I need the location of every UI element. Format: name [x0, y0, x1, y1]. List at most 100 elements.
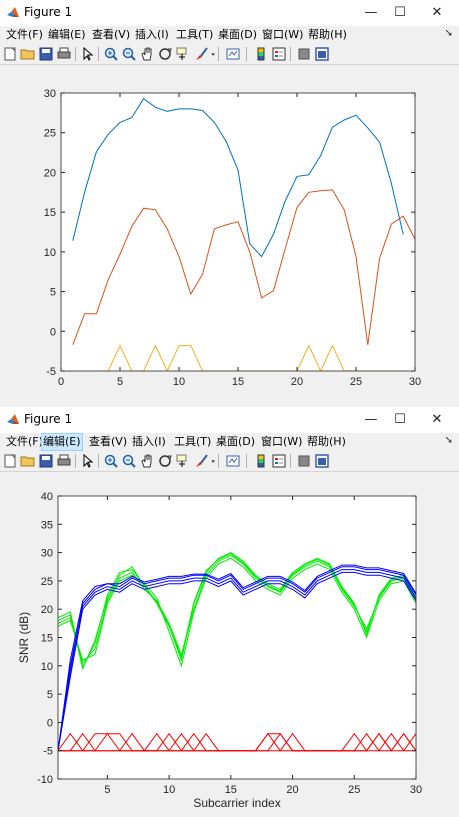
new-figure-icon[interactable] — [2, 46, 18, 62]
y-tick-label: 10 — [41, 661, 53, 673]
menu-edit[interactable]: 编辑(E) — [48, 28, 86, 41]
x-tick-label: 10 — [163, 784, 175, 796]
menu-view[interactable]: 查看(V) — [92, 28, 131, 41]
save-icon[interactable] — [38, 46, 54, 62]
x-axis-label: Subcarrier index — [193, 796, 280, 810]
pan-hand-icon[interactable] — [139, 453, 155, 469]
series-line-6 — [58, 569, 416, 751]
print-icon[interactable] — [56, 46, 72, 62]
menu-help[interactable]: 帮助(H) — [308, 28, 347, 41]
menu-edit[interactable]: 编辑(E) — [41, 433, 83, 451]
print-icon[interactable] — [56, 453, 72, 469]
title-bar[interactable]: Figure 1 — ☐ ✕ — [0, 407, 459, 433]
toolbar-separator — [246, 47, 247, 61]
brush-dropdown-icon[interactable] — [210, 453, 220, 469]
new-figure-icon[interactable] — [2, 453, 18, 469]
y-axis-label: SNR (dB) — [17, 612, 31, 663]
zoom-out-icon[interactable] — [121, 453, 137, 469]
toolbar-separator — [75, 454, 76, 468]
link-plot-icon[interactable] — [225, 453, 241, 469]
menu-window[interactable]: 窗口(W) — [262, 28, 304, 41]
series-line-1 — [72, 97, 404, 258]
brush-icon[interactable] — [193, 46, 209, 62]
brush-icon[interactable] — [193, 453, 209, 469]
x-tick-label: 30 — [409, 376, 421, 388]
window-title: Figure 1 — [24, 412, 73, 426]
toolbar-separator — [98, 47, 99, 61]
y-tick-label: 40 — [41, 491, 53, 503]
series-group — [58, 552, 416, 752]
plot-axes-2[interactable]: 5 10 15 20 25 30 -10 -5 0 5 10 15 20 25 30 35 40 Subcarri… — [0, 472, 459, 817]
rotate-3d-icon[interactable] — [157, 453, 173, 469]
matlab-logo-icon — [7, 414, 19, 424]
zoom-in-icon[interactable] — [103, 453, 119, 469]
y-tick-label: 5 — [47, 689, 53, 701]
y-tick-label: 25 — [44, 128, 56, 140]
zoom-out-icon[interactable] — [121, 46, 137, 62]
menu-file[interactable]: 文件(F) — [6, 28, 43, 41]
y-tick-label: 15 — [41, 633, 53, 645]
menu-dock-arrow-icon[interactable]: ➘ — [444, 435, 453, 446]
series-group — [72, 97, 415, 371]
series-line-3 — [96, 344, 404, 371]
save-icon[interactable] — [38, 453, 54, 469]
edit-plot-arrow-icon[interactable] — [80, 453, 96, 469]
maximize-button[interactable]: ☐ — [394, 412, 406, 427]
hide-plot-tools-icon[interactable] — [296, 453, 312, 469]
menu-tools[interactable]: 工具(T) — [176, 28, 214, 41]
y-tick-label: 30 — [41, 548, 53, 560]
edit-plot-arrow-icon[interactable] — [80, 46, 96, 62]
window-title: Figure 1 — [24, 5, 73, 19]
maximize-button[interactable]: ☐ — [394, 5, 406, 20]
toolbar-separator — [246, 454, 247, 468]
menu-desktop[interactable]: 桌面(D) — [218, 28, 258, 41]
figure-window-2: Figure 1 — ☐ ✕ 文件(F) 编辑(E) 查看(V) 插入(I) 工… — [0, 407, 459, 817]
y-tick-label: 25 — [41, 576, 53, 588]
axes-background — [58, 496, 416, 779]
menu-bar: 文件(F) 编辑(E) 查看(V) 插入(I) 工具(T) 桌面(D) 窗口(W… — [0, 26, 459, 44]
link-plot-icon[interactable] — [225, 46, 241, 62]
hide-plot-tools-icon[interactable] — [296, 46, 312, 62]
menu-window[interactable]: 窗口(W) — [261, 435, 303, 448]
menu-file[interactable]: 文件(F) — [6, 435, 43, 448]
open-file-icon[interactable] — [20, 453, 36, 469]
pan-hand-icon[interactable] — [139, 46, 155, 62]
title-bar[interactable]: Figure 1 — ☐ ✕ — [0, 0, 459, 26]
insert-legend-icon[interactable] — [271, 46, 287, 62]
x-tick-label: 20 — [286, 784, 298, 796]
minimize-button[interactable]: — — [364, 5, 378, 20]
x-tick-label: 0 — [58, 376, 64, 388]
y-tick-label: 15 — [44, 207, 56, 219]
close-button[interactable]: ✕ — [431, 5, 443, 20]
insert-colorbar-icon[interactable] — [253, 453, 269, 469]
show-plot-tools-icon[interactable] — [314, 46, 330, 62]
show-plot-tools-icon[interactable] — [314, 453, 330, 469]
rotate-3d-icon[interactable] — [157, 46, 173, 62]
series-line-12 — [58, 732, 416, 752]
series-line-4 — [58, 553, 416, 669]
data-cursor-icon[interactable] — [175, 453, 191, 469]
toolbar-separator — [75, 47, 76, 61]
insert-colorbar-icon[interactable] — [253, 46, 269, 62]
toolbar-separator — [98, 454, 99, 468]
brush-dropdown-icon[interactable] — [210, 46, 220, 62]
minimize-button[interactable]: — — [364, 412, 378, 427]
x-tick-label: 25 — [350, 376, 362, 388]
matlab-logo-icon — [7, 7, 19, 17]
data-cursor-icon[interactable] — [175, 46, 191, 62]
menu-desktop[interactable]: 桌面(D) — [216, 435, 256, 448]
menu-help[interactable]: 帮助(H) — [307, 435, 346, 448]
menu-insert[interactable]: 插入(I) — [135, 28, 169, 41]
menu-tools[interactable]: 工具(T) — [174, 435, 212, 448]
menu-insert[interactable]: 插入(I) — [132, 435, 166, 448]
series-line-2 — [72, 189, 415, 345]
menu-bar: 文件(F) 编辑(E) 查看(V) 插入(I) 工具(T) 桌面(D) 窗口(W… — [0, 433, 459, 451]
open-file-icon[interactable] — [20, 46, 36, 62]
insert-legend-icon[interactable] — [271, 453, 287, 469]
menu-dock-arrow-icon[interactable]: ➘ — [444, 28, 453, 39]
x-tick-label: 15 — [225, 784, 237, 796]
close-button[interactable]: ✕ — [431, 412, 443, 427]
zoom-in-icon[interactable] — [103, 46, 119, 62]
menu-view[interactable]: 查看(V) — [89, 435, 128, 448]
